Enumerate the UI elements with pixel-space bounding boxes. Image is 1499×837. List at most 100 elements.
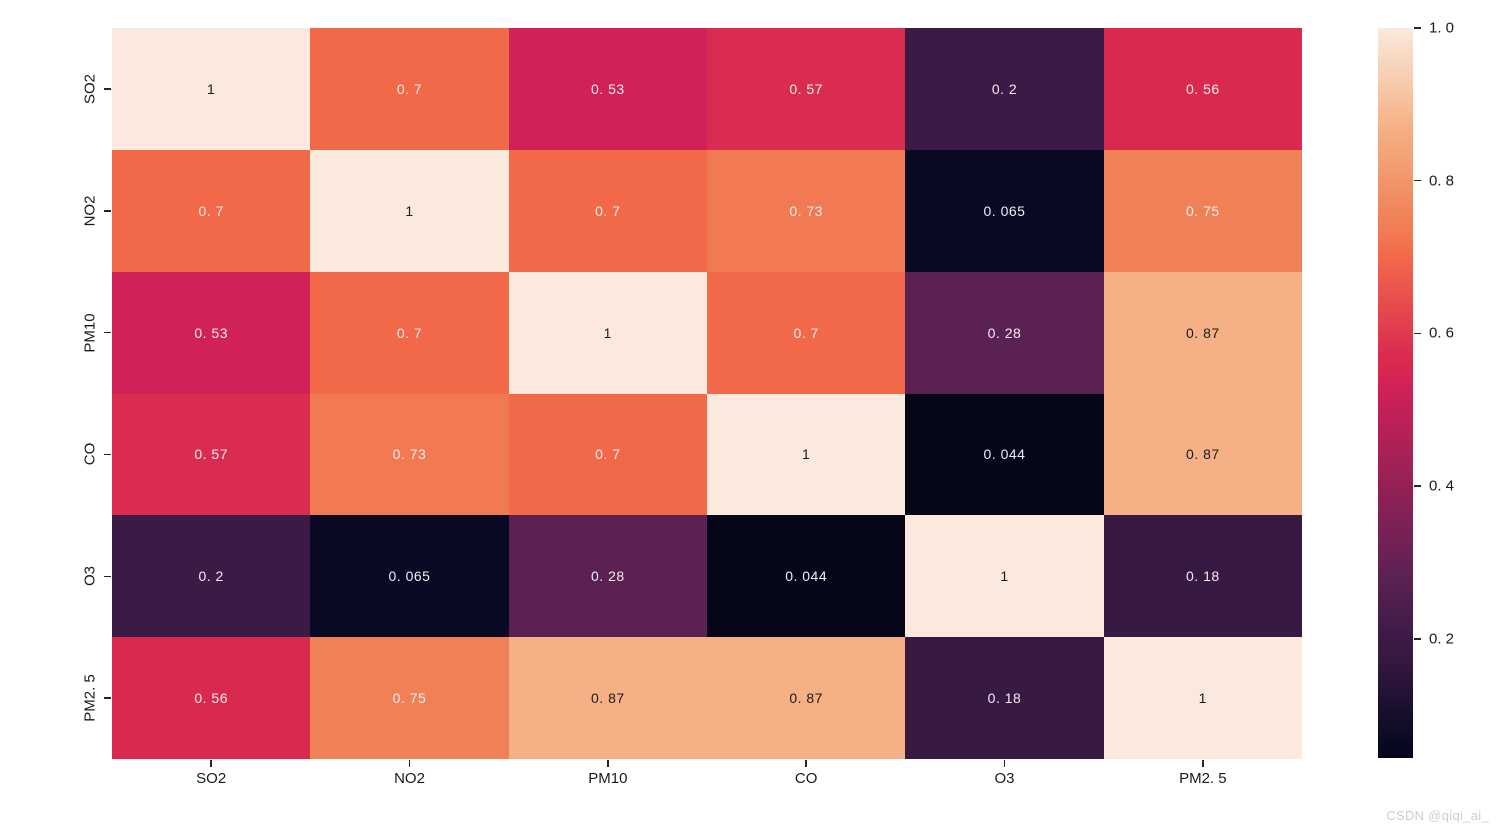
heatmap-cell: 0. 73 <box>310 393 509 516</box>
cell-value: 1 <box>405 202 414 219</box>
y-tick-mark <box>104 697 111 699</box>
heatmap-cell: 0. 044 <box>706 515 906 638</box>
heatmap-cell: 0. 2 <box>112 515 311 638</box>
heatmap-cell: 0. 73 <box>706 149 906 272</box>
cell-value: 0. 87 <box>1186 446 1220 463</box>
cell-value: 0. 73 <box>789 202 823 219</box>
heatmap-cell: 0. 7 <box>112 149 311 272</box>
heatmap-cell: 1 <box>508 271 707 394</box>
heatmap-cell: 1 <box>706 393 906 516</box>
y-tick-mark <box>104 210 111 212</box>
heatmap-cell: 0. 7 <box>508 393 707 516</box>
x-tick-mark <box>805 760 807 767</box>
x-tick-mark <box>210 760 212 767</box>
y-tick-label: CO <box>81 443 99 466</box>
heatmap-cell: 0. 75 <box>310 637 509 759</box>
y-tick-mark <box>104 575 111 577</box>
cell-value: 0. 87 <box>789 690 823 707</box>
colorbar-tick-label: 0. 2 <box>1429 630 1455 648</box>
heatmap-cell: 0. 044 <box>905 393 1104 516</box>
heatmap-cell: 0. 7 <box>310 28 509 150</box>
cell-value: 0. 7 <box>198 202 224 219</box>
y-tick-mark <box>104 453 111 456</box>
colorbar-tick-mark <box>1414 485 1421 487</box>
colorbar-tick-mark <box>1414 332 1421 335</box>
colorbar-tick-mark <box>1414 27 1421 29</box>
cell-value: 1 <box>1198 690 1207 707</box>
cell-value: 0. 56 <box>194 690 228 707</box>
heatmap-cell: 0. 87 <box>1103 271 1302 394</box>
y-tick-label: PM10 <box>81 312 99 353</box>
heatmap-cell: 1 <box>310 149 509 272</box>
heatmap-cell: 0. 7 <box>508 149 707 272</box>
x-tick-label: SO2 <box>196 770 227 787</box>
heatmap-cell: 0. 56 <box>112 637 311 759</box>
colorbar-tick-label: 1. 0 <box>1429 19 1455 37</box>
cell-value: 0. 18 <box>987 690 1022 707</box>
heatmap-cell: 0. 28 <box>508 515 707 638</box>
cell-value: 0. 75 <box>392 690 427 707</box>
cell-value: 0. 044 <box>983 446 1026 463</box>
x-tick-mark <box>1202 760 1204 767</box>
heatmap-cell: 0. 28 <box>905 271 1104 394</box>
y-tick-label: O3 <box>81 566 99 587</box>
cell-value: 0. 18 <box>1186 568 1220 585</box>
heatmap-cell: 0. 87 <box>1103 393 1302 516</box>
x-tick-label: PM10 <box>588 770 628 787</box>
y-tick-label: SO2 <box>81 73 99 104</box>
cell-value: 0. 7 <box>396 80 423 97</box>
colorbar-tick-label: 0. 4 <box>1429 477 1455 495</box>
y-tick-label: PM2. 5 <box>81 674 99 722</box>
cell-value: 0. 7 <box>595 202 621 219</box>
heatmap-cell: 0. 53 <box>508 28 707 150</box>
heatmap-cell: 1 <box>112 28 311 150</box>
heatmap-cell: 0. 75 <box>1103 149 1302 272</box>
heatmap-cell: 0. 7 <box>706 271 906 394</box>
cell-value: 0. 065 <box>388 568 431 585</box>
heatmap-cell: 0. 7 <box>310 271 509 394</box>
heatmap-cell: 0. 065 <box>310 515 509 638</box>
heatmap-cell: 0. 87 <box>508 637 707 759</box>
y-tick-label: NO2 <box>81 195 99 227</box>
heatmap-cell: 0. 87 <box>706 637 906 759</box>
cell-value: 0. 73 <box>392 446 427 463</box>
y-tick-mark <box>104 331 111 334</box>
heatmap-cell: 0. 57 <box>706 28 906 150</box>
x-tick-mark <box>408 760 411 767</box>
x-tick-mark <box>607 760 609 767</box>
heatmap-cell: 1 <box>905 515 1104 638</box>
cell-value: 0. 7 <box>595 446 621 463</box>
heatmap-cell: 0. 56 <box>1103 28 1302 150</box>
cell-value: 0. 7 <box>396 324 423 341</box>
cell-value: 0. 57 <box>194 446 228 463</box>
cell-value: 0. 28 <box>591 568 625 585</box>
heatmap-cell: 1 <box>1103 637 1302 759</box>
cell-value: 0. 87 <box>1186 324 1220 341</box>
heatmap-cell: 0. 18 <box>905 637 1104 759</box>
cell-value: 1 <box>603 324 612 341</box>
cell-value: 0. 2 <box>198 568 224 585</box>
cell-value: 0. 57 <box>789 80 823 97</box>
cell-value: 0. 044 <box>785 568 828 585</box>
x-tick-label: O3 <box>994 770 1015 787</box>
colorbar-tick-label: 0. 6 <box>1429 324 1455 342</box>
cell-value: 1 <box>802 446 811 463</box>
heatmap-cell: 0. 065 <box>905 149 1104 272</box>
watermark: CSDN @qiqi_ai_ <box>1386 808 1489 823</box>
cell-value: 0. 53 <box>194 324 228 341</box>
heatmap-cell: 0. 18 <box>1103 515 1302 638</box>
cell-value: 0. 065 <box>983 202 1026 219</box>
cell-value: 0. 28 <box>987 324 1022 341</box>
cell-value: 0. 2 <box>991 80 1018 97</box>
heatmap-cell: 0. 53 <box>112 271 311 394</box>
colorbar <box>1378 28 1413 758</box>
y-tick-mark <box>104 88 111 90</box>
heatmap-grid: 1 0. 7 0. 53 0. 57 0. 2 0. 56 0. 7 1 0. 7 0. 73 0.… <box>112 28 1302 759</box>
x-tick-label: NO2 <box>394 770 425 787</box>
x-tick-label: PM2. 5 <box>1179 770 1227 787</box>
x-tick-label: CO <box>794 770 818 787</box>
heatmap-cell: 0. 2 <box>905 28 1104 150</box>
cell-value: 1 <box>207 80 216 97</box>
cell-value: 0. 7 <box>793 324 819 341</box>
cell-value: 1 <box>1000 568 1009 585</box>
